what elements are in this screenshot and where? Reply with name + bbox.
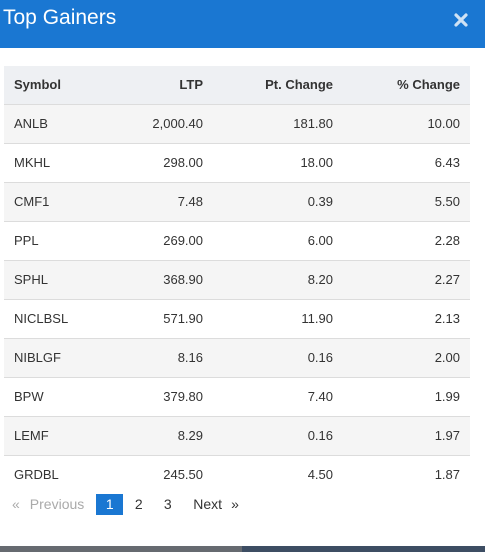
cell-symbol[interactable]: GRDBL [4, 455, 115, 494]
column-header-pct-change[interactable]: % Change [343, 66, 470, 105]
table-row[interactable]: BPW 379.80 7.40 1.99 [4, 377, 470, 417]
cell-pct-change: 2.27 [343, 260, 470, 300]
cell-symbol[interactable]: SPHL [4, 260, 115, 300]
table-row[interactable]: CMF1 7.48 0.39 5.50 [4, 182, 470, 222]
cell-pt-change: 0.16 [213, 338, 343, 378]
cell-pt-change: 0.16 [213, 416, 343, 456]
cell-symbol[interactable]: CMF1 [4, 182, 115, 222]
cell-ltp: 8.29 [115, 416, 213, 456]
column-header-symbol[interactable]: Symbol [4, 66, 115, 105]
cell-pct-change: 5.50 [343, 182, 470, 222]
cell-symbol[interactable]: NIBLGF [4, 338, 115, 378]
cell-ltp: 368.90 [115, 260, 213, 300]
cell-ltp: 269.00 [115, 221, 213, 261]
cell-symbol[interactable]: MKHL [4, 143, 115, 183]
cell-ltp: 7.48 [115, 182, 213, 222]
cell-ltp: 571.90 [115, 299, 213, 339]
cell-symbol[interactable]: PPL [4, 221, 115, 261]
next-page-link[interactable]: Next [193, 496, 223, 512]
bottom-bar-right [242, 546, 485, 552]
cell-ltp: 2,000.40 [115, 104, 213, 144]
cell-symbol[interactable]: ANLB [4, 104, 115, 144]
cell-symbol[interactable]: NICLBSL [4, 299, 115, 339]
cell-pt-change: 8.20 [213, 260, 343, 300]
cell-ltp: 8.16 [115, 338, 213, 378]
table-row[interactable]: PPL 269.00 6.00 2.28 [4, 221, 470, 261]
cell-symbol[interactable]: LEMF [4, 416, 115, 456]
cell-ltp: 298.00 [115, 143, 213, 183]
cell-pct-change: 2.13 [343, 299, 470, 339]
table-row[interactable]: NIBLGF 8.16 0.16 2.00 [4, 338, 470, 378]
table-row[interactable]: SPHL 368.90 8.20 2.27 [4, 260, 470, 300]
cell-ltp: 245.50 [115, 455, 213, 494]
cell-pct-change: 1.97 [343, 416, 470, 456]
cell-pt-change: 0.39 [213, 182, 343, 222]
table-row[interactable]: GRDBL 245.50 4.50 1.87 [4, 455, 470, 494]
cell-symbol[interactable]: BPW [4, 377, 115, 417]
page-link-1[interactable]: 1 [96, 493, 124, 515]
previous-page-link[interactable]: Previous [29, 496, 85, 512]
cell-pt-change: 6.00 [213, 221, 343, 261]
close-icon [454, 13, 468, 27]
page-link-3[interactable]: 3 [163, 495, 172, 512]
table-row[interactable]: ANLB 2,000.40 181.80 10.00 [4, 104, 470, 144]
modal-title: Top Gainers [3, 6, 117, 29]
bottom-bar-left [0, 546, 242, 552]
cell-pt-change: 7.40 [213, 377, 343, 417]
cell-pct-change: 1.99 [343, 377, 470, 417]
cell-pct-change: 2.28 [343, 221, 470, 261]
table-row[interactable]: NICLBSL 571.90 11.90 2.13 [4, 299, 470, 339]
modal-header: Top Gainers [0, 0, 485, 48]
cell-pct-change: 6.43 [343, 143, 470, 183]
cell-pct-change: 2.00 [343, 338, 470, 378]
first-page-arrow[interactable]: « [12, 496, 20, 512]
cell-ltp: 379.80 [115, 377, 213, 417]
cell-pct-change: 10.00 [343, 104, 470, 144]
top-gainers-table: Symbol LTP Pt. Change % Change ANLB 2,000… [4, 66, 470, 494]
cell-pt-change: 18.00 [213, 143, 343, 183]
column-header-pt-change[interactable]: Pt. Change [213, 66, 343, 105]
page-link-2[interactable]: 2 [134, 495, 143, 512]
cell-pt-change: 181.80 [213, 104, 343, 144]
table-row[interactable]: MKHL 298.00 18.00 6.43 [4, 143, 470, 183]
cell-pct-change: 1.87 [343, 455, 470, 494]
close-button[interactable] [453, 9, 473, 31]
cell-pt-change: 11.90 [213, 299, 343, 339]
table-header-row: Symbol LTP Pt. Change % Change [4, 66, 470, 105]
column-header-ltp[interactable]: LTP [115, 66, 213, 105]
cell-pt-change: 4.50 [213, 455, 343, 494]
last-page-arrow[interactable]: » [231, 496, 239, 512]
table-row[interactable]: LEMF 8.29 0.16 1.97 [4, 416, 470, 456]
pagination: « Previous 1 2 3 Next » [12, 493, 239, 515]
